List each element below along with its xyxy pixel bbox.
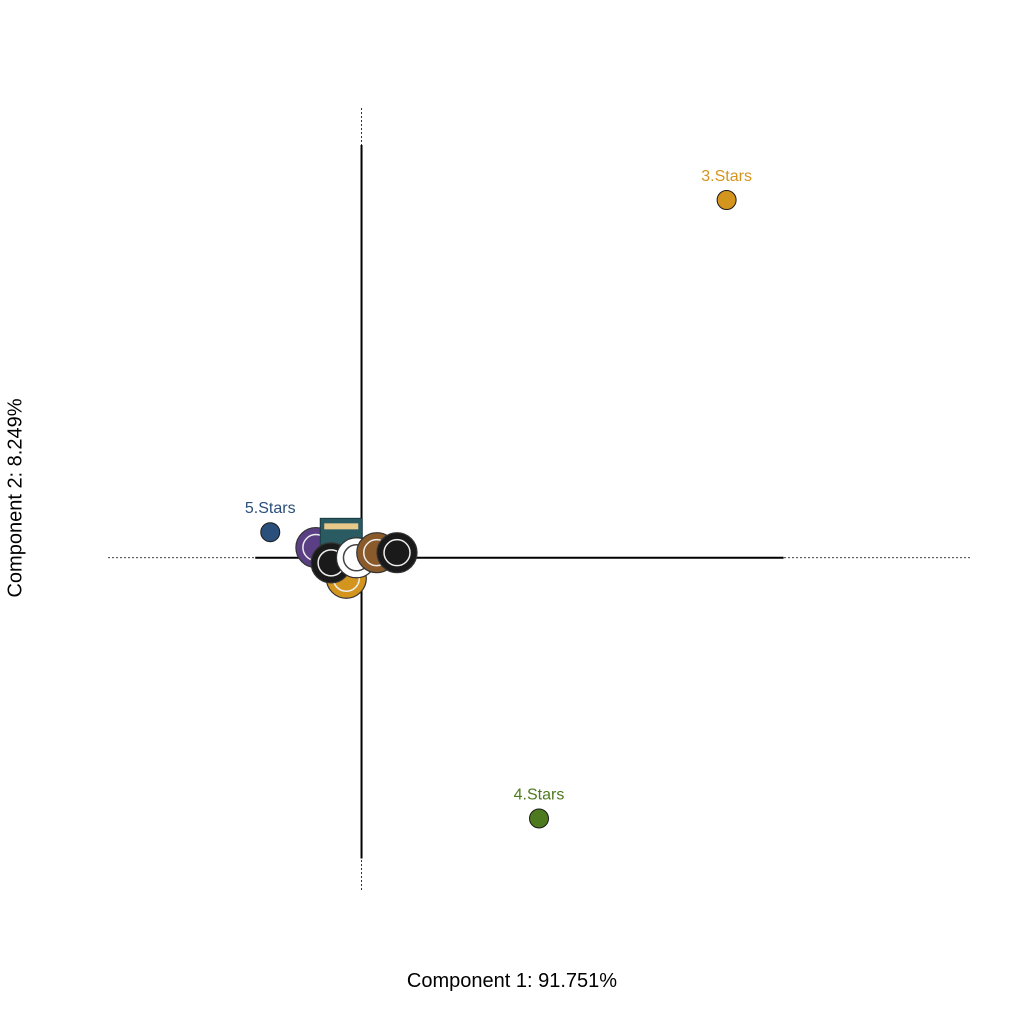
point-3-stars bbox=[716, 190, 737, 210]
point-5-stars bbox=[260, 522, 281, 543]
x-axis-label: Component 1: 91.751% bbox=[406, 970, 618, 992]
axes-group bbox=[108, 108, 970, 890]
points-group: 3.Stars 5.Stars 4.Stars bbox=[245, 168, 752, 829]
point-label-5-stars: 5.Stars bbox=[245, 500, 296, 517]
logo-cluster bbox=[295, 517, 418, 599]
logo-black-2-ring bbox=[383, 538, 411, 567]
point-4-stars bbox=[529, 808, 549, 829]
logo-teal-stripe bbox=[324, 523, 359, 530]
point-label-4-stars: 4.Stars bbox=[514, 786, 565, 803]
y-axis-label: Component 2: 8.249% bbox=[4, 398, 27, 598]
logo-black-2-badge bbox=[376, 532, 418, 574]
point-label-3-stars: 3.Stars bbox=[701, 168, 752, 185]
